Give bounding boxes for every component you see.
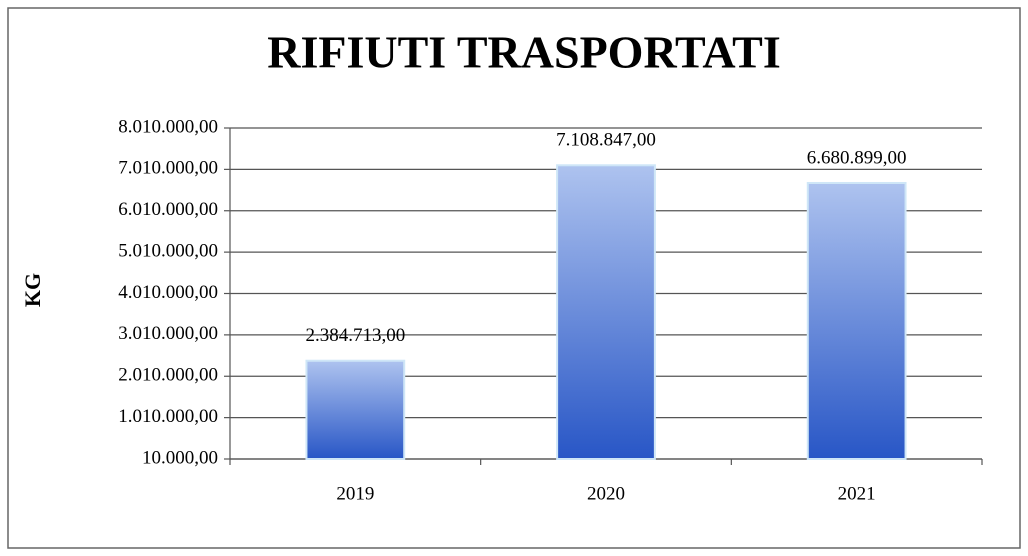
y-tick-label: 4.010.000,00 (118, 282, 218, 303)
data-label: 7.108.847,00 (556, 130, 656, 151)
y-tick-label: 7.010.000,00 (118, 158, 218, 179)
y-tick-label: 5.010.000,00 (118, 240, 218, 261)
x-tick-label: 2019 (336, 483, 374, 504)
y-axis-label: KG (20, 273, 45, 307)
y-tick-label: 6.010.000,00 (118, 199, 218, 220)
data-label: 6.680.899,00 (807, 147, 907, 168)
chart-title: RIFIUTI TRASPORTATI (267, 27, 780, 78)
y-tick-label: 8.010.000,00 (118, 116, 218, 137)
bar (806, 181, 907, 460)
bar (305, 359, 406, 460)
bar (556, 164, 656, 460)
x-tick-label: 2020 (587, 483, 625, 504)
y-tick-label: 2.010.000,00 (118, 365, 218, 386)
y-tick-label: 1.010.000,00 (118, 406, 218, 427)
data-label: 2.384.713,00 (305, 325, 405, 346)
y-tick-label: 3.010.000,00 (118, 323, 218, 344)
y-tick-label: 10.000,00 (142, 447, 218, 468)
x-tick-label: 2021 (838, 483, 876, 504)
